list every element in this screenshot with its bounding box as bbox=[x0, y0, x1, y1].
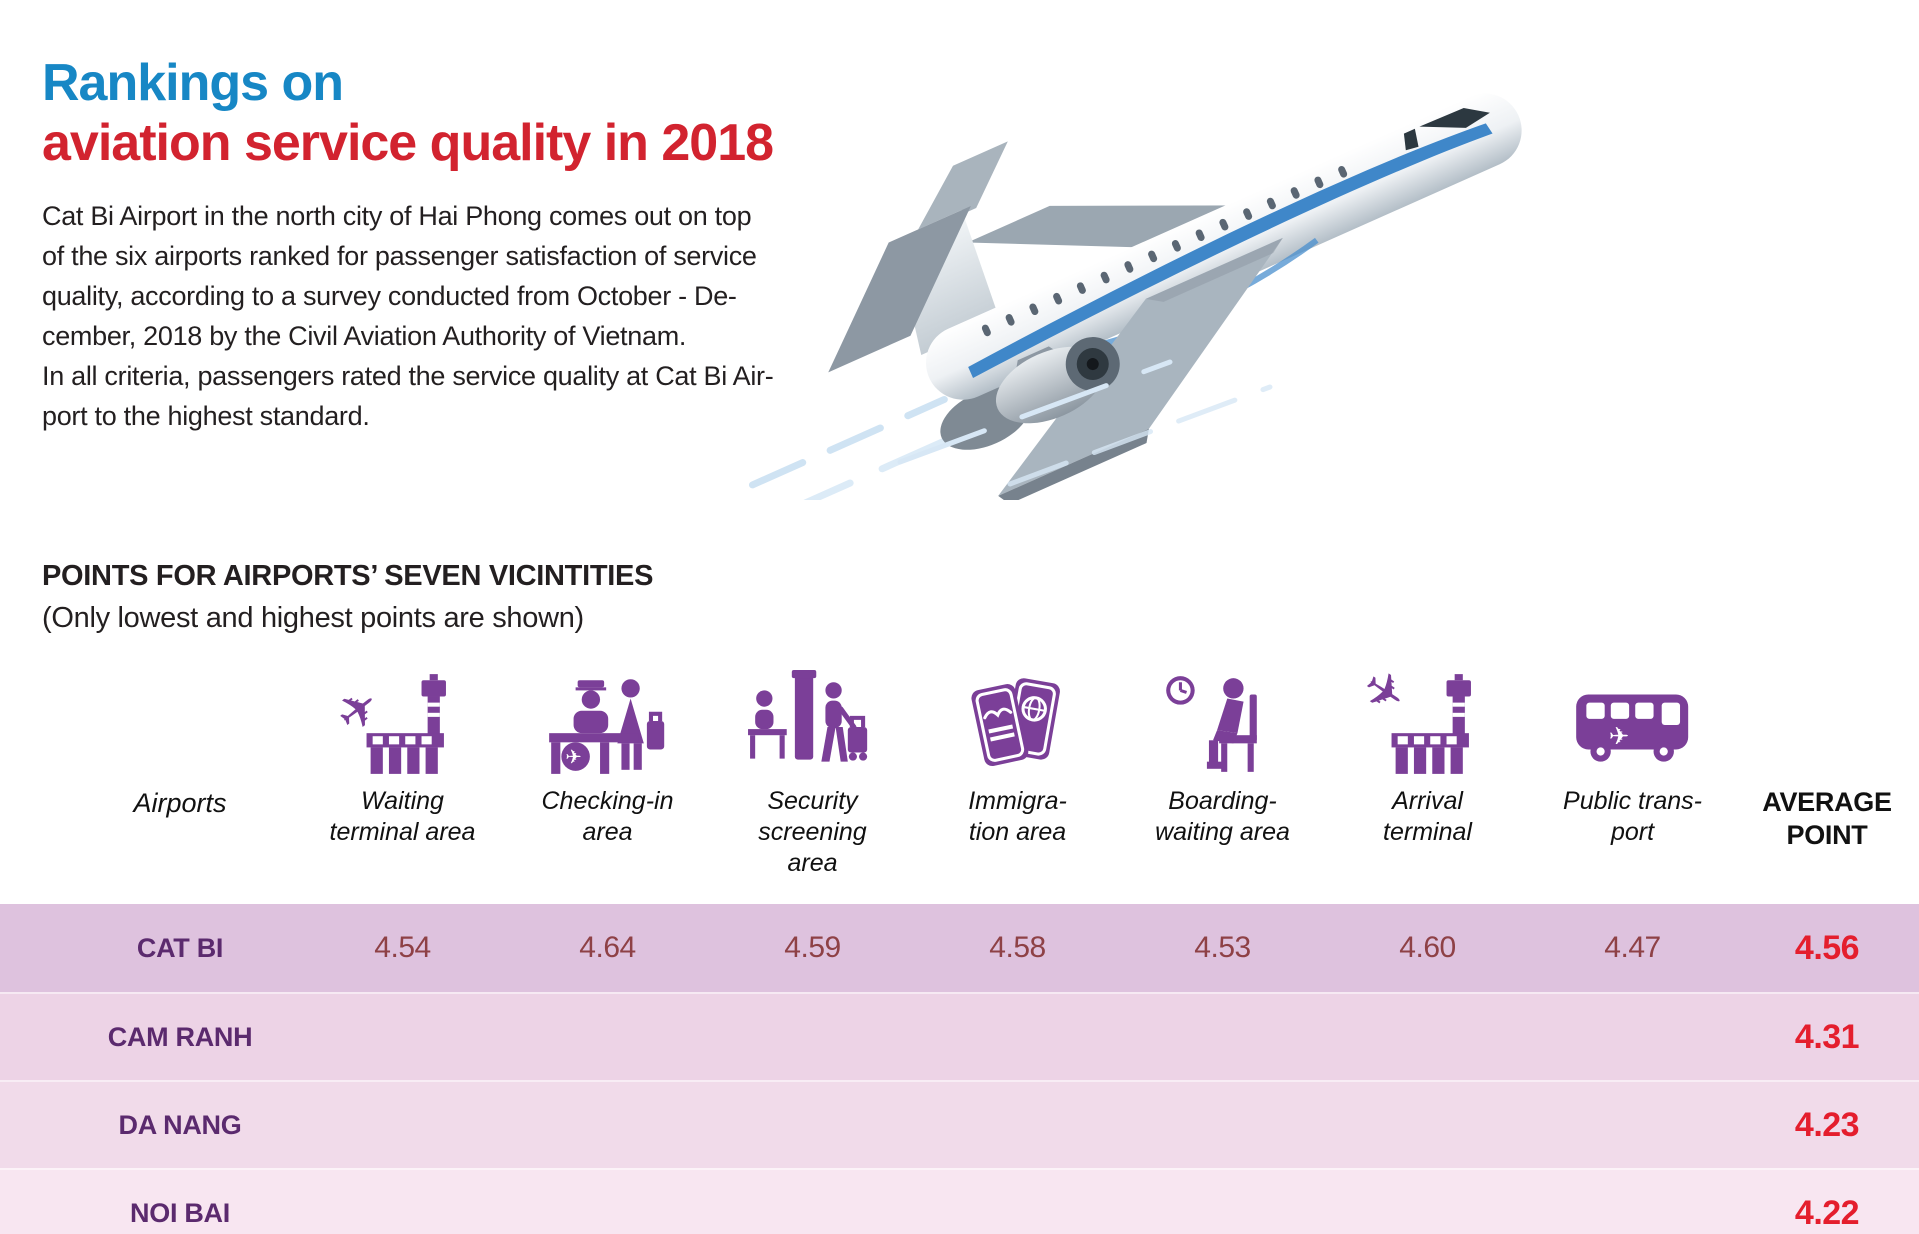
table-row: CAT BI 4.54 4.64 4.59 4.58 4.53 4.60 4.4… bbox=[0, 904, 1919, 992]
far-engine bbox=[940, 386, 1031, 450]
column-header-boarding-waiting: Boarding- waiting area bbox=[1120, 664, 1325, 848]
average-point-value: 4.31 bbox=[1794, 1017, 1860, 1056]
column-header-airports: Airports bbox=[60, 664, 300, 819]
point-value bbox=[1120, 1170, 1325, 1234]
column-label: Arrival terminal bbox=[1383, 787, 1472, 846]
table-header: Airports ✈ Waiting terminal area bbox=[0, 664, 1919, 904]
fuselage bbox=[925, 93, 1522, 400]
airport-name: CAT BI bbox=[136, 932, 224, 963]
security-screening-icon bbox=[746, 664, 878, 780]
svg-text:✈: ✈ bbox=[566, 747, 582, 769]
arrival-terminal-icon: ✈ bbox=[1361, 664, 1493, 780]
point-value: 4.58 bbox=[989, 931, 1046, 964]
boarding-waiting-icon bbox=[1156, 664, 1288, 780]
far-wing bbox=[967, 205, 1258, 249]
point-value bbox=[1530, 1082, 1735, 1168]
table-row: DA NANG 4.23 bbox=[0, 1080, 1919, 1168]
average-point-value: 4.56 bbox=[1794, 928, 1860, 967]
point-value bbox=[710, 1082, 915, 1168]
engine-pylon bbox=[1015, 346, 1061, 375]
point-value bbox=[1120, 1082, 1325, 1168]
tailplane-near bbox=[828, 205, 971, 373]
column-label: Boarding- waiting area bbox=[1155, 787, 1290, 846]
average-point-value: 4.22 bbox=[1794, 1193, 1860, 1232]
point-value bbox=[300, 1082, 505, 1168]
column-header-immigration: Immigra- tion area bbox=[915, 664, 1120, 848]
point-value bbox=[505, 1170, 710, 1234]
waiting-terminal-icon: ✈ bbox=[336, 664, 468, 780]
point-value: 4.60 bbox=[1399, 931, 1456, 964]
point-value: 4.53 bbox=[1194, 931, 1251, 964]
cockpit-window bbox=[1419, 108, 1490, 128]
immigration-icon bbox=[951, 664, 1083, 780]
section-subheading: (Only lowest and highest points are show… bbox=[42, 602, 584, 634]
column-header-checking-in: ✈ Checking-in area bbox=[505, 664, 710, 848]
point-value bbox=[915, 1170, 1120, 1234]
column-header-average-point: AVERAGE POINT bbox=[1735, 664, 1919, 852]
point-value: 4.64 bbox=[579, 931, 636, 964]
point-value bbox=[300, 1170, 505, 1234]
point-value bbox=[1325, 1082, 1530, 1168]
airport-name: DA NANG bbox=[118, 1109, 242, 1140]
cabin-windows bbox=[981, 166, 1348, 337]
checking-in-icon: ✈ bbox=[541, 664, 673, 780]
belly-stripe bbox=[1080, 237, 1319, 353]
near-engine bbox=[995, 346, 1106, 424]
point-value bbox=[1120, 994, 1325, 1080]
contrail-streaks bbox=[748, 395, 991, 500]
point-value bbox=[1325, 994, 1530, 1080]
table-row: CAM RANH 4.31 bbox=[0, 992, 1919, 1080]
point-value bbox=[710, 994, 915, 1080]
point-value bbox=[1530, 994, 1735, 1080]
table-row: NOI BAI 4.22 bbox=[0, 1168, 1919, 1234]
contrail-streaks-lower bbox=[897, 359, 1273, 487]
page-title: Rankings on aviation service quality in … bbox=[42, 54, 774, 174]
average-point-label: AVERAGE POINT bbox=[1762, 787, 1892, 850]
section-heading: POINTS FOR AIRPORTS’ SEVEN VICINTITIES bbox=[42, 560, 654, 592]
point-value bbox=[505, 1082, 710, 1168]
title-line-red: aviation service quality in 2018 bbox=[42, 114, 774, 172]
point-value: 4.47 bbox=[1604, 931, 1661, 964]
column-label: Waiting terminal area bbox=[329, 787, 476, 846]
public-transport-icon: ✈ bbox=[1566, 664, 1698, 780]
point-value bbox=[915, 994, 1120, 1080]
point-value bbox=[710, 1170, 915, 1234]
column-label: Security screening area bbox=[758, 787, 867, 877]
point-value bbox=[300, 994, 505, 1080]
point-value bbox=[1530, 1170, 1735, 1234]
column-header-arrival-terminal: ✈ Arrival terminal bbox=[1325, 664, 1530, 848]
point-value bbox=[915, 1082, 1120, 1168]
average-point-value: 4.23 bbox=[1794, 1105, 1860, 1144]
svg-text:✈: ✈ bbox=[1609, 723, 1629, 750]
near-wing bbox=[998, 237, 1283, 496]
column-header-waiting-terminal: ✈ Waiting terminal area bbox=[300, 664, 505, 848]
airport-name: NOI BAI bbox=[130, 1197, 230, 1228]
point-value bbox=[1325, 1170, 1530, 1234]
fuselage-stripe bbox=[968, 123, 1493, 378]
rankings-table: Airports ✈ Waiting terminal area bbox=[0, 664, 1919, 1234]
point-value bbox=[505, 994, 710, 1080]
column-label: Immigra- tion area bbox=[968, 787, 1067, 846]
title-line-blue: Rankings on bbox=[42, 54, 344, 112]
column-label: Public trans- port bbox=[1563, 787, 1702, 846]
tail-fin bbox=[895, 210, 1000, 356]
intro-paragraph: Cat Bi Airport in the north city of Hai … bbox=[42, 201, 774, 431]
column-header-security-screening: Security screening area bbox=[710, 664, 915, 879]
column-header-public-transport: ✈ Public trans- port bbox=[1530, 664, 1735, 848]
airplane-illustration bbox=[748, 93, 1522, 500]
svg-text:✈: ✈ bbox=[1361, 668, 1416, 726]
point-value: 4.54 bbox=[374, 931, 431, 964]
point-value: 4.59 bbox=[784, 931, 841, 964]
airports-column-label: Airports bbox=[133, 788, 227, 818]
column-label: Checking-in area bbox=[541, 787, 674, 846]
tailplane-far bbox=[914, 141, 1008, 236]
airport-name: CAM RANH bbox=[107, 1021, 253, 1052]
